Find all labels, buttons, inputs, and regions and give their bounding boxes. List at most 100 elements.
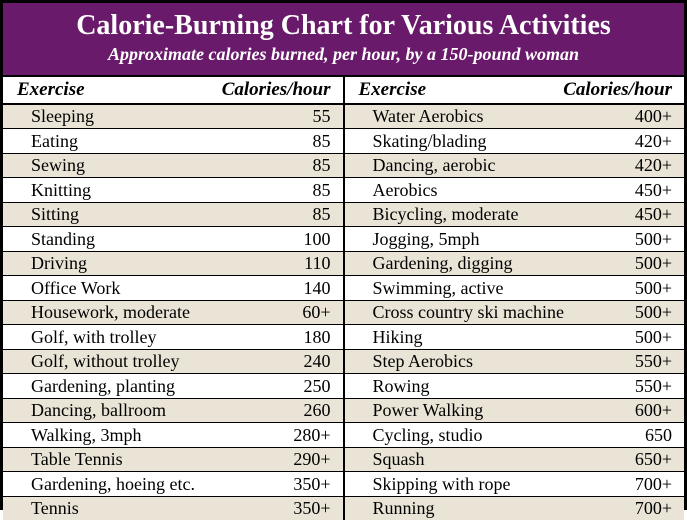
col-header-calories: Calories/hour xyxy=(563,79,672,101)
table-row: Gardening, digging500+ xyxy=(345,252,685,277)
table-row: Golf, with trolley180 xyxy=(3,325,343,350)
table-row: Gardening, hoeing etc.350+ xyxy=(3,472,343,497)
table-row: Step Aerobics550+ xyxy=(345,350,685,375)
table-row: Gardening, planting250 xyxy=(3,374,343,399)
table-row: Bicycling, moderate450+ xyxy=(345,203,685,228)
calories-value: 240 xyxy=(271,350,331,373)
exercise-name: Eating xyxy=(31,130,271,153)
calories-value: 500+ xyxy=(612,301,672,324)
exercise-name: Office Work xyxy=(31,277,271,300)
table-row: Sewing85 xyxy=(3,154,343,179)
table-row: Squash650+ xyxy=(345,448,685,473)
exercise-name: Housework, moderate xyxy=(31,301,271,324)
calories-value: 250 xyxy=(271,375,331,398)
table-row: Tennis350+ xyxy=(3,497,343,520)
exercise-name: Rowing xyxy=(373,375,613,398)
exercise-name: Skipping with rope xyxy=(373,473,613,496)
exercise-name: Aerobics xyxy=(373,179,613,202)
exercise-name: Skating/blading xyxy=(373,130,613,153)
table-row: Walking, 3mph280+ xyxy=(3,423,343,448)
table-row: Rowing550+ xyxy=(345,374,685,399)
table-row: Knitting85 xyxy=(3,178,343,203)
exercise-name: Cross country ski machine xyxy=(373,301,613,324)
exercise-name: Running xyxy=(373,497,613,520)
exercise-name: Golf, with trolley xyxy=(31,326,271,349)
chart-header: Calorie-Burning Chart for Various Activi… xyxy=(3,3,684,75)
calories-value: 550+ xyxy=(612,375,672,398)
table-row: Cross country ski machine500+ xyxy=(345,301,685,326)
exercise-name: Hiking xyxy=(373,326,613,349)
calories-value: 700+ xyxy=(612,497,672,520)
exercise-name: Step Aerobics xyxy=(373,350,613,373)
exercise-name: Power Walking xyxy=(373,399,613,422)
calories-value: 140 xyxy=(271,277,331,300)
left-column: Exercise Calories/hour Sleeping55Eating8… xyxy=(3,75,343,520)
table-row: Dancing, aerobic420+ xyxy=(345,154,685,179)
exercise-name: Table Tennis xyxy=(31,448,271,471)
chart-columns: Exercise Calories/hour Sleeping55Eating8… xyxy=(3,75,684,520)
table-row: Cycling, studio650 xyxy=(345,423,685,448)
exercise-name: Sitting xyxy=(31,203,271,226)
calories-value: 180 xyxy=(271,326,331,349)
calories-value: 60+ xyxy=(271,301,331,324)
exercise-name: Sewing xyxy=(31,154,271,177)
table-row: Housework, moderate60+ xyxy=(3,301,343,326)
exercise-name: Walking, 3mph xyxy=(31,424,271,447)
table-row: Skating/blading420+ xyxy=(345,129,685,154)
calories-value: 280+ xyxy=(271,424,331,447)
exercise-name: Squash xyxy=(373,448,613,471)
table-row: Water Aerobics400+ xyxy=(345,105,685,130)
chart-title: Calorie-Burning Chart for Various Activi… xyxy=(13,11,674,42)
table-row: Dancing, ballroom260 xyxy=(3,399,343,424)
exercise-name: Cycling, studio xyxy=(373,424,613,447)
calories-value: 85 xyxy=(271,179,331,202)
calories-value: 85 xyxy=(271,154,331,177)
exercise-name: Gardening, hoeing etc. xyxy=(31,473,271,496)
exercise-name: Dancing, aerobic xyxy=(373,154,613,177)
table-row: Running700+ xyxy=(345,497,685,520)
exercise-name: Bicycling, moderate xyxy=(373,203,613,226)
right-column: Exercise Calories/hour Water Aerobics400… xyxy=(343,75,685,520)
calories-value: 400+ xyxy=(612,105,672,128)
calories-value: 650 xyxy=(612,424,672,447)
column-header-left: Exercise Calories/hour xyxy=(3,75,343,105)
calories-value: 350+ xyxy=(271,473,331,496)
exercise-name: Tennis xyxy=(31,497,271,520)
calories-value: 500+ xyxy=(612,326,672,349)
calories-value: 500+ xyxy=(612,252,672,275)
table-row: Sitting85 xyxy=(3,203,343,228)
table-row: Table Tennis290+ xyxy=(3,448,343,473)
calories-value: 550+ xyxy=(612,350,672,373)
calories-value: 700+ xyxy=(612,473,672,496)
calories-value: 85 xyxy=(271,203,331,226)
right-rows: Water Aerobics400+Skating/blading420+Dan… xyxy=(345,105,685,520)
calories-value: 55 xyxy=(271,105,331,128)
exercise-name: Jogging, 5mph xyxy=(373,228,613,251)
calories-value: 500+ xyxy=(612,277,672,300)
column-header-right: Exercise Calories/hour xyxy=(345,75,685,105)
exercise-name: Driving xyxy=(31,252,271,275)
calories-value: 500+ xyxy=(612,228,672,251)
table-row: Driving110 xyxy=(3,252,343,277)
table-row: Standing100 xyxy=(3,227,343,252)
table-row: Skipping with rope700+ xyxy=(345,472,685,497)
calories-value: 450+ xyxy=(612,203,672,226)
chart-subtitle: Approximate calories burned, per hour, b… xyxy=(13,44,674,65)
exercise-name: Gardening, digging xyxy=(373,252,613,275)
table-row: Golf, without trolley240 xyxy=(3,350,343,375)
exercise-name: Dancing, ballroom xyxy=(31,399,271,422)
calories-value: 420+ xyxy=(612,154,672,177)
calories-value: 600+ xyxy=(612,399,672,422)
exercise-name: Knitting xyxy=(31,179,271,202)
table-row: Eating85 xyxy=(3,129,343,154)
exercise-name: Gardening, planting xyxy=(31,375,271,398)
calories-value: 100 xyxy=(271,228,331,251)
calories-value: 420+ xyxy=(612,130,672,153)
calories-value: 290+ xyxy=(271,448,331,471)
table-row: Sleeping55 xyxy=(3,105,343,130)
table-row: Swimming, active500+ xyxy=(345,276,685,301)
calories-value: 350+ xyxy=(271,497,331,520)
calories-value: 85 xyxy=(271,130,331,153)
exercise-name: Water Aerobics xyxy=(373,105,613,128)
col-header-exercise: Exercise xyxy=(17,79,85,101)
